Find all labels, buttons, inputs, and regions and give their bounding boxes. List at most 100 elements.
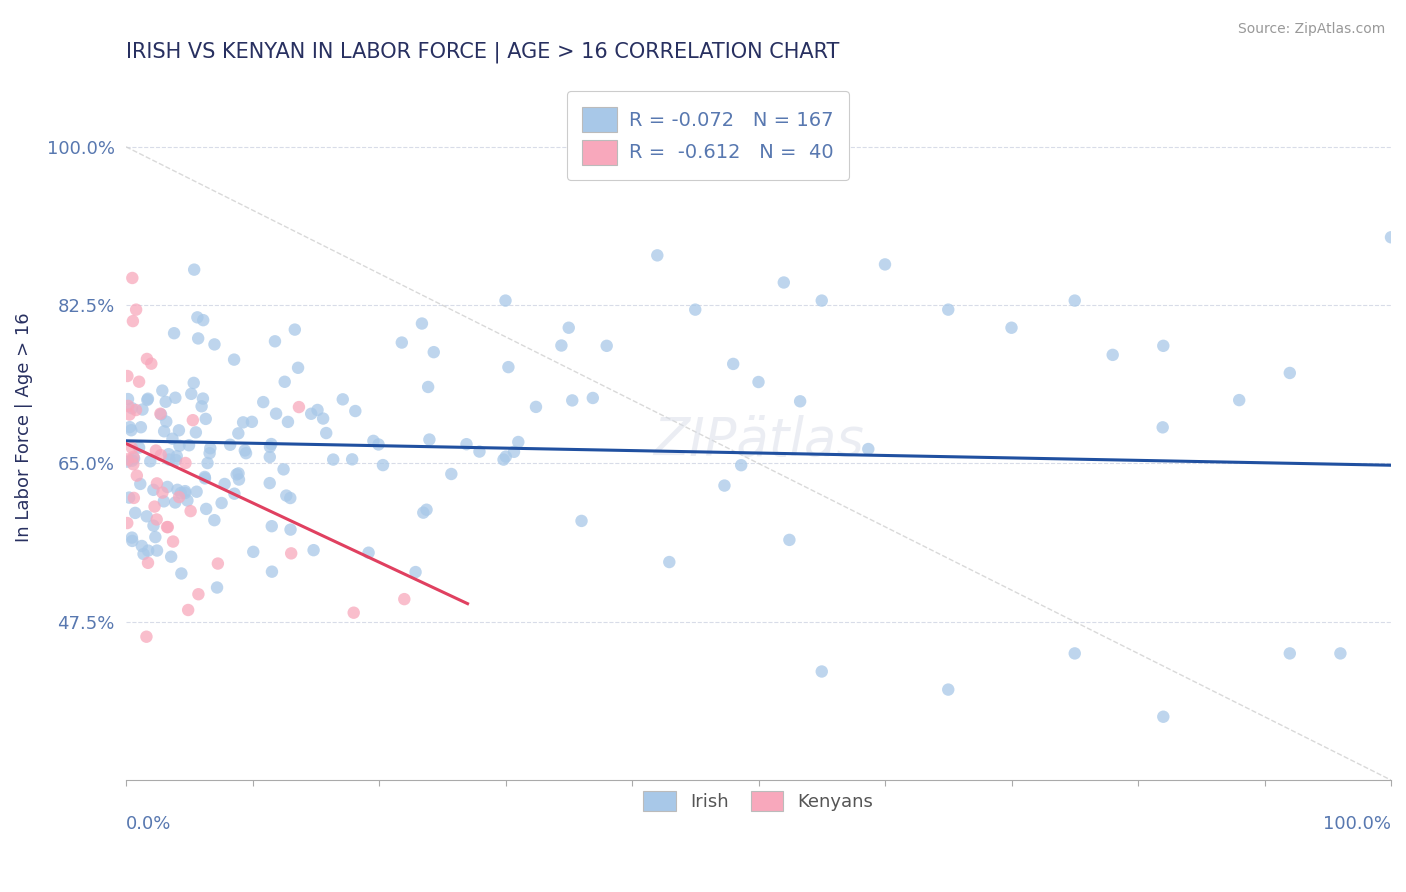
Point: [150, 384, 173, 398]
Point: [440, 467, 463, 481]
Point: [277, 415, 299, 429]
Point: [307, 403, 329, 417]
Point: [125, 302, 148, 317]
Point: [280, 523, 302, 537]
Point: [278, 491, 301, 505]
Point: [128, 441, 150, 455]
Point: [166, 449, 188, 463]
Point: [721, 357, 744, 371]
Point: [142, 483, 165, 497]
Point: [747, 375, 769, 389]
Text: 100.0%: 100.0%: [1323, 815, 1391, 833]
Point: [162, 432, 184, 446]
Point: [135, 630, 157, 644]
Point: [167, 490, 190, 504]
Point: [873, 257, 896, 271]
Point: [228, 426, 250, 441]
Point: [141, 357, 163, 371]
Point: [166, 483, 188, 497]
Point: [174, 456, 197, 470]
Point: [468, 444, 491, 458]
Point: [157, 447, 180, 461]
Point: [169, 439, 191, 453]
Point: [1278, 647, 1301, 661]
Point: [163, 326, 186, 341]
Point: [149, 407, 172, 421]
Point: [224, 486, 246, 500]
Point: [122, 458, 145, 472]
Point: [194, 471, 217, 485]
Point: [288, 400, 311, 414]
Point: [153, 425, 176, 439]
Point: [131, 402, 153, 417]
Point: [1329, 647, 1351, 661]
Point: [155, 415, 177, 429]
Point: [260, 437, 283, 451]
Point: [156, 520, 179, 534]
Point: [142, 518, 165, 533]
Point: [498, 360, 520, 375]
Point: [117, 455, 139, 469]
Point: [730, 458, 752, 473]
Point: [117, 516, 139, 530]
Point: [117, 452, 139, 467]
Point: [264, 334, 287, 349]
Point: [284, 323, 307, 337]
Point: [177, 603, 200, 617]
Point: [117, 399, 139, 413]
Point: [191, 392, 214, 406]
Point: [1152, 339, 1174, 353]
Point: [550, 338, 572, 352]
Point: [418, 433, 440, 447]
Point: [492, 452, 515, 467]
Point: [1101, 348, 1123, 362]
Point: [418, 380, 440, 394]
Point: [225, 467, 247, 482]
Point: [136, 556, 159, 570]
Point: [1278, 366, 1301, 380]
Point: [582, 391, 605, 405]
Point: [936, 682, 959, 697]
Point: [122, 450, 145, 464]
Point: [187, 587, 209, 601]
Point: [810, 665, 832, 679]
Point: [394, 592, 416, 607]
Point: [1227, 393, 1250, 408]
Point: [810, 293, 832, 308]
Point: [121, 271, 143, 285]
Point: [1063, 293, 1085, 308]
Point: [596, 339, 619, 353]
Point: [187, 331, 209, 345]
Point: [228, 473, 250, 487]
Y-axis label: In Labor Force | Age > 16: In Labor Force | Age > 16: [15, 312, 32, 542]
Point: [194, 412, 217, 426]
Point: [122, 451, 145, 466]
Point: [122, 491, 145, 505]
Point: [561, 393, 583, 408]
Point: [363, 434, 385, 448]
Point: [571, 514, 593, 528]
Point: [280, 546, 302, 560]
Point: [302, 543, 325, 558]
Point: [405, 565, 427, 579]
Point: [658, 555, 681, 569]
Point: [276, 489, 298, 503]
Point: [186, 484, 208, 499]
Text: 0.0%: 0.0%: [127, 815, 172, 833]
Point: [165, 453, 187, 467]
Point: [778, 533, 800, 547]
Point: [143, 530, 166, 544]
Point: [340, 452, 363, 467]
Point: [224, 352, 246, 367]
Point: [165, 495, 187, 509]
Point: [228, 467, 250, 481]
Point: [503, 445, 526, 459]
Point: [240, 415, 263, 429]
Point: [193, 313, 215, 327]
Point: [125, 403, 148, 417]
Point: [131, 539, 153, 553]
Point: [132, 547, 155, 561]
Point: [198, 446, 221, 460]
Point: [259, 440, 281, 454]
Point: [117, 369, 139, 384]
